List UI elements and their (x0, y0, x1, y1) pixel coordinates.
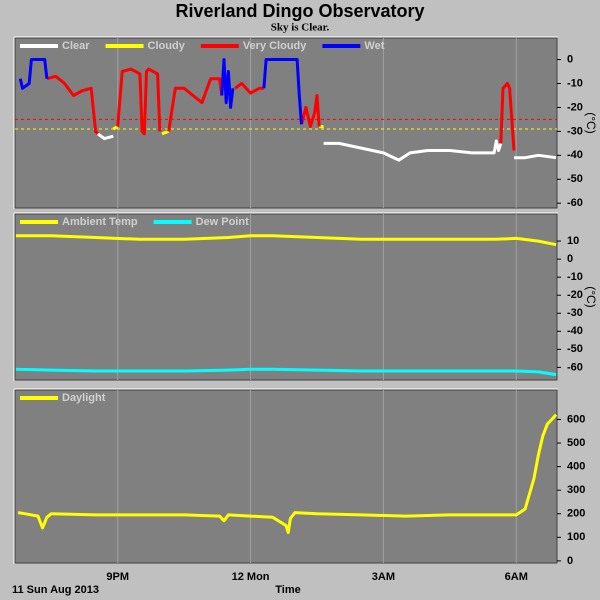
y-tick-label: -60 (567, 361, 583, 373)
legend-label: Very Cloudy (243, 40, 307, 52)
x-axis-label: Time (275, 584, 300, 596)
plot-background (14, 213, 558, 381)
x-tick-label: 6AM (505, 571, 528, 583)
y-axis-label: (°C) (584, 286, 598, 307)
legend-label: Daylight (62, 392, 106, 404)
y-tick-label: -50 (567, 173, 583, 185)
y-tick-label: -60 (567, 197, 583, 209)
legend-label: Cloudy (148, 40, 186, 52)
y-tick-label: 500 (567, 437, 585, 449)
series-line (18, 58, 303, 125)
y-tick-label: 10 (567, 235, 579, 247)
legend-label: Dew Point (196, 216, 250, 228)
y-tick-label: 300 (567, 484, 585, 496)
legend-label: Ambient Temp (62, 216, 138, 228)
y-tick-label: -40 (567, 325, 583, 337)
y-tick-label: 0 (567, 555, 573, 567)
y-tick-label: 0 (567, 53, 573, 65)
y-tick-label: 400 (567, 461, 585, 473)
y-tick-label: 200 (567, 508, 585, 520)
y-axis-label: (°C) (584, 112, 598, 133)
y-tick-label: 100 (567, 531, 585, 543)
y-tick-label: -30 (567, 307, 583, 319)
series-line (17, 413, 558, 535)
y-tick-label: -10 (567, 77, 583, 89)
series-line (46, 67, 516, 151)
y-tick-label: -10 (567, 271, 583, 283)
x-tick-label: 3AM (372, 571, 395, 583)
series-line (112, 125, 324, 136)
series-line (15, 234, 557, 247)
series-line (15, 367, 557, 377)
series-line (96, 132, 557, 162)
y-tick-label: 600 (567, 413, 585, 425)
x-tick-label: 12 Mon (232, 571, 270, 583)
plot-background (14, 389, 558, 564)
y-tick-label: -20 (567, 289, 583, 301)
legend-label: Wet (364, 40, 384, 52)
y-tick-label: -40 (567, 149, 583, 161)
start-label: 11 Sun Aug 2013 (12, 584, 99, 596)
legend-label: Clear (62, 40, 90, 52)
y-tick-label: -30 (567, 125, 583, 137)
y-tick-label: -50 (567, 343, 583, 355)
x-tick-label: 9PM (106, 571, 129, 583)
plot-background (14, 37, 558, 209)
y-tick-label: -20 (567, 101, 583, 113)
y-tick-label: 0 (567, 253, 573, 265)
chart-subtitle: Sky is Clear. (271, 22, 330, 34)
chart-title: Riverland Dingo Observatory (175, 1, 424, 21)
